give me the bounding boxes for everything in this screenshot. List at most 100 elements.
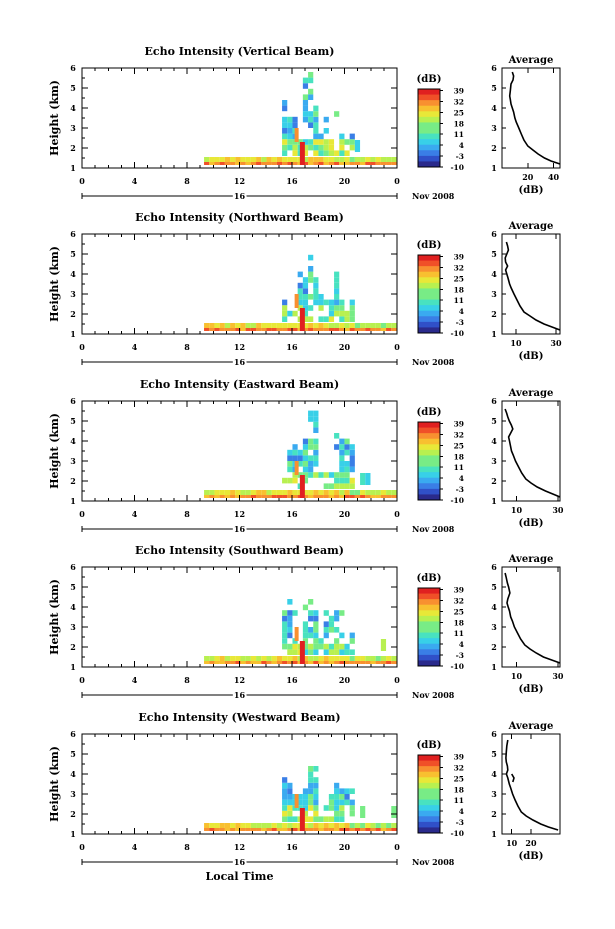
profile-line: [504, 572, 561, 664]
heatmap-cell: [240, 828, 246, 831]
y-tick-label: 2: [70, 143, 76, 153]
heatmap-cell: [287, 782, 293, 789]
heatmap-cell: [302, 328, 309, 331]
heatmap-cell: [287, 599, 293, 605]
y-tick-label: 3: [70, 123, 76, 133]
heatmap-cell: [318, 299, 324, 306]
heatmap-cell: [328, 162, 335, 165]
heatmap-cell: [339, 477, 345, 484]
heatmap-cell: [323, 144, 329, 151]
heatmap-cell: [266, 323, 272, 330]
heatmap-cell: [287, 477, 293, 484]
heatmap-cell: [339, 490, 345, 497]
y-tick-label: 5: [70, 582, 76, 592]
heatmap-cell: [328, 144, 335, 151]
heatmap-cell: [313, 610, 319, 616]
heatmap-cell: [339, 610, 345, 616]
heatmap-cell: [219, 656, 225, 663]
heatmap-cell: [297, 455, 303, 461]
heatmap-cell: [282, 656, 288, 663]
heatmap-cell: [349, 490, 355, 497]
heatmap-cell: [313, 782, 319, 789]
heatmap-cell: [245, 328, 251, 331]
heatmap-cell: [287, 661, 293, 664]
heatmap-cell: [282, 122, 288, 128]
heatmap-cell: [334, 294, 340, 300]
heatmap-cell: [250, 328, 257, 331]
heatmap-cell: [224, 495, 231, 498]
colorbar-tick-label: -3: [456, 651, 464, 660]
heatmap-cell: [292, 661, 298, 664]
profile-frame: [501, 67, 561, 169]
x-tick-label: 0: [79, 342, 85, 352]
heatmap-core: [294, 294, 299, 308]
panel-title: Echo Intensity (Southward Beam): [135, 544, 344, 557]
heatmap-cell: [365, 823, 371, 830]
y-tick-label: 1: [70, 329, 76, 339]
profile-frame: [501, 566, 561, 668]
profile-line: [505, 739, 559, 831]
heatmap-cell: [240, 157, 246, 164]
heatmap-cell: [308, 144, 314, 151]
heatmap-cell: [276, 828, 283, 831]
heatmap-cell: [308, 777, 314, 783]
heatmap-cell: [308, 294, 314, 300]
heatmap-cell: [334, 323, 340, 330]
heatmap-cell: [323, 632, 329, 639]
heatmap-cell: [360, 656, 366, 663]
heatmap-cell: [271, 162, 277, 165]
heatmap-cell: [313, 111, 319, 117]
heatmap-cell: [318, 638, 324, 644]
heatmap-cell: [282, 133, 288, 140]
heatmap-cell: [297, 299, 303, 306]
heatmap-cell: [308, 444, 314, 450]
heatmap-cell: [308, 323, 314, 330]
heatmap-cell: [204, 157, 210, 164]
heatmap-cell: [235, 828, 241, 831]
heatmap-cell: [323, 656, 329, 663]
colorbar-label: (dB): [417, 407, 442, 418]
heatmap-cell: [297, 271, 303, 278]
profile-x-tick-label: 30: [552, 671, 564, 681]
heatmap-cell: [328, 139, 335, 145]
heatmap-cell: [349, 638, 355, 644]
heatmap-cell: [313, 794, 319, 800]
heatmap-cell: [334, 799, 340, 806]
heatmap-cell: [349, 788, 355, 794]
heatmap-cell: [344, 162, 350, 165]
heatmap-cell: [245, 823, 251, 830]
heatmap-cell: [334, 433, 340, 439]
heatmap-cell: [313, 444, 319, 450]
heatmap-cell: [328, 157, 335, 164]
heatmap-cell: [391, 157, 397, 164]
heatmap-cell: [349, 299, 355, 306]
heatmap-cell: [334, 649, 340, 655]
heatmap-cell: [375, 162, 381, 165]
heatmap-cell: [349, 656, 355, 663]
heatmap-cell: [276, 823, 283, 830]
heatmap-cell: [344, 828, 350, 831]
colorbar-segment: [418, 638, 440, 645]
heatmap-cell: [313, 649, 319, 655]
heatmap-cell: [349, 805, 355, 811]
x-tick-label: 16: [286, 509, 298, 519]
heatmap-cell: [204, 495, 210, 498]
heatmap-cell: [339, 455, 345, 461]
heatmap-cell: [344, 477, 350, 484]
heatmap-cell: [282, 316, 288, 322]
heatmap-cell: [250, 823, 257, 830]
colorbar-segment: [418, 144, 440, 151]
heatmap-cell: [302, 323, 309, 330]
heatmap-cell: [297, 288, 303, 294]
heatmap-cell: [328, 799, 335, 806]
heatmap-cell: [334, 299, 340, 306]
heatmap-cell: [323, 323, 329, 330]
colorbar-segment: [418, 116, 440, 123]
heatmap-cell: [313, 133, 319, 140]
colorbar-segment: [418, 660, 440, 667]
colorbar-segment: [418, 433, 440, 440]
x-tick-label: 0: [79, 176, 85, 186]
heatmap-cell: [328, 805, 335, 811]
heatmap-cell: [339, 305, 345, 311]
heatmap-cell: [354, 162, 361, 165]
